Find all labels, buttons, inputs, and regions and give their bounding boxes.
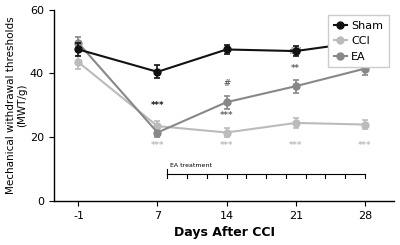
Text: ***: *** [220, 111, 233, 120]
Text: EA treatment: EA treatment [170, 163, 212, 168]
Y-axis label: Mechanical withdrawal thresholds
(MWT/g): Mechanical withdrawal thresholds (MWT/g) [6, 17, 27, 194]
Text: ***: *** [220, 141, 233, 150]
Text: ***: *** [151, 141, 164, 150]
Text: ***: *** [151, 101, 164, 110]
Text: #: # [223, 79, 230, 88]
Text: ***: *** [358, 141, 372, 150]
X-axis label: Days After CCI: Days After CCI [174, 226, 275, 239]
Text: **: ** [291, 64, 300, 74]
Text: ###: ### [354, 47, 375, 56]
Text: ***: *** [289, 141, 302, 150]
Legend: Sham, CCI, EA: Sham, CCI, EA [328, 15, 389, 67]
Text: ##: ## [289, 47, 303, 56]
